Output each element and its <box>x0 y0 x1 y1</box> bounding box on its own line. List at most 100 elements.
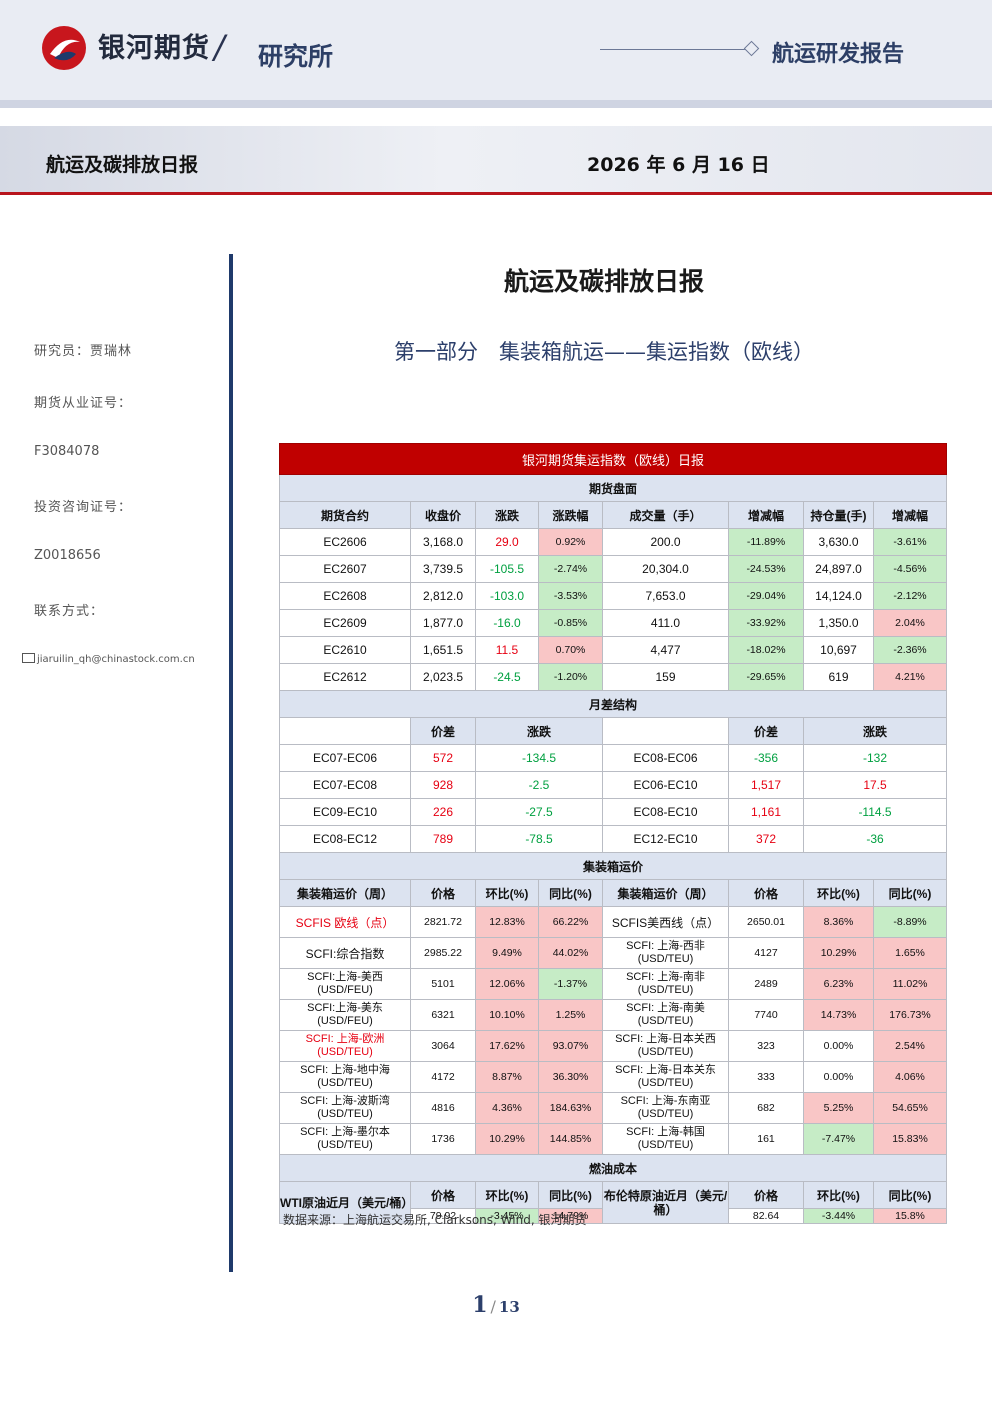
futures-cert-number: F3084078 <box>34 444 100 459</box>
header-divider <box>0 100 992 108</box>
spread-value: 928 <box>410 771 476 799</box>
email-text[interactable]: jiaruilin_qh@chinastock.com.cn <box>37 654 195 665</box>
table-row: EC08-EC12 789 -78.5 EC12-EC10 372 -36 <box>279 825 948 853</box>
col-header: 环比(%) <box>475 879 539 907</box>
researcher-name: 研究员：贾瑞林 <box>34 344 133 359</box>
close-price: 2,812.0 <box>410 582 476 610</box>
col-header: 涨跌 <box>475 501 539 529</box>
brent-label: 布伦特原油近月（美元/桶） <box>602 1181 729 1224</box>
band-report-title: 航运及碳排放日报 <box>46 154 199 176</box>
oi-change-pct: 4.21% <box>872 663 948 691</box>
contract-code: EC2609 <box>279 609 411 637</box>
route-yoy: 93.07% <box>538 1030 603 1062</box>
route-price: 333 <box>728 1061 804 1093</box>
col-header: 同比(%) <box>538 1181 603 1209</box>
spread-change: -134.5 <box>475 744 603 772</box>
price-change-pct: -3.53% <box>538 582 603 610</box>
route-yoy: -8.89% <box>872 906 948 938</box>
spread-change: -36 <box>802 825 948 853</box>
volume: 411.0 <box>602 609 729 637</box>
route-mom: 8.36% <box>803 906 874 938</box>
spread-name: EC07-EC08 <box>279 771 411 799</box>
contract-code: EC2608 <box>279 582 411 610</box>
brand-name: 银河期货 <box>98 33 210 64</box>
header-bar <box>0 0 992 100</box>
title-band <box>0 126 992 192</box>
brent-price: 82.64 <box>728 1208 804 1224</box>
contact-email[interactable]: jiaruilin_qh@chinastock.com.cn <box>22 653 195 665</box>
table-row: SCFI: 上海-欧洲 (USD/TEU) 3064 17.62% 93.07% … <box>279 1030 948 1062</box>
futures-cert-label: 期货从业证号： <box>34 396 133 411</box>
spread-value: 572 <box>410 744 476 772</box>
route-price: 161 <box>728 1123 804 1155</box>
current-page: 1 <box>472 1292 488 1318</box>
spread-change: -2.5 <box>475 771 603 799</box>
col-header: 同比(%) <box>872 1181 948 1209</box>
price-change-pct: 0.92% <box>538 528 603 556</box>
table-row: EC2608 2,812.0 -103.0 -3.53% 7,653.0 -29… <box>279 582 948 610</box>
route-name: SCFI: 上海-南美 (USD/TEU) <box>602 999 729 1031</box>
table-row: SCFI:上海-美东 (USD/FEU) 6321 10.10% 1.25% SC… <box>279 999 948 1031</box>
table-row: EC2612 2,023.5 -24.5 -1.20% 159 -29.65% … <box>279 663 948 691</box>
route-mom: 10.29% <box>475 1123 539 1155</box>
route-yoy: 2.54% <box>872 1030 948 1062</box>
route-line2: (USD/FEU) <box>317 1015 373 1027</box>
spread-value: 226 <box>410 798 476 826</box>
volume: 200.0 <box>602 528 729 556</box>
price-change: 11.5 <box>475 636 539 664</box>
oi-change-pct: 2.04% <box>872 609 948 637</box>
route-mom: 8.87% <box>475 1061 539 1093</box>
spread-name: EC08-EC12 <box>279 825 411 853</box>
route-yoy: 176.73% <box>872 999 948 1031</box>
route-line2: (USD/TEU) <box>637 1077 694 1089</box>
price-change-pct: -1.20% <box>538 663 603 691</box>
open-interest: 14,124.0 <box>803 582 874 610</box>
volume: 159 <box>602 663 729 691</box>
route-name: SCFI: 上海-地中海 (USD/TEU) <box>279 1061 411 1093</box>
table-row: EC2606 3,168.0 29.0 0.92% 200.0 -11.89% … <box>279 528 948 556</box>
spread-change: 17.5 <box>802 771 948 799</box>
col-header: 环比(%) <box>803 879 874 907</box>
table-row: EC09-EC10 226 -27.5 EC08-EC10 1,161 -114… <box>279 798 948 826</box>
spread-change: -27.5 <box>475 798 603 826</box>
price-change-pct: 0.70% <box>538 636 603 664</box>
contract-code: EC2606 <box>279 528 411 556</box>
spread-value: 1,517 <box>728 771 804 799</box>
route-line2: (USD/FEU) <box>317 984 373 996</box>
table-row: SCFI:上海-美西 (USD/FEU) 5101 12.06% -1.37% S… <box>279 968 948 1000</box>
blank-header <box>602 717 729 745</box>
section-fuel: 燃油成本 <box>278 1154 948 1182</box>
page-indicator: 1/13 <box>0 1292 992 1318</box>
volume-change-pct: -29.65% <box>728 663 804 691</box>
oi-change-pct: -3.61% <box>872 528 948 556</box>
volume: 7,653.0 <box>602 582 729 610</box>
price-change: -103.0 <box>475 582 539 610</box>
spread-name: EC08-EC10 <box>602 798 729 826</box>
col-header: 集装箱运价（周） <box>279 879 411 907</box>
blank-header <box>279 717 411 745</box>
route-name: SCFI: 上海-东南亚 (USD/TEU) <box>602 1092 729 1124</box>
wti-price: 79.92 <box>410 1208 476 1224</box>
route-yoy: 1.65% <box>872 937 948 969</box>
route-yoy: 15.83% <box>872 1123 948 1155</box>
route-line1: SCFI: 上海-南非 <box>626 971 705 983</box>
route-name: SCFI: 上海-墨尔本 (USD/TEU) <box>279 1123 411 1155</box>
route-mom: 9.49% <box>475 937 539 969</box>
route-line2: (USD/TEU) <box>317 1077 373 1089</box>
table-row: EC2607 3,739.5 -105.5 -2.74% 20,304.0 -2… <box>279 555 948 583</box>
route-line2: (USD/TEU) <box>317 1139 373 1151</box>
department-name: 研究所 <box>258 42 334 71</box>
route-mom: 10.29% <box>803 937 874 969</box>
table-row: EC07-EC08 928 -2.5 EC06-EC10 1,517 17.5 <box>279 771 948 799</box>
price-change: -105.5 <box>475 555 539 583</box>
invest-cert-number: Z0018656 <box>34 548 101 563</box>
route-price: 2985.22 <box>410 937 476 969</box>
price-change: -16.0 <box>475 609 539 637</box>
data-source-note: 数据来源：上海航运交易所, Clarksons, Wind, 银河期货 <box>283 1213 587 1227</box>
spread-name: EC08-EC06 <box>602 744 729 772</box>
route-price: 2489 <box>728 968 804 1000</box>
col-header: 价差 <box>410 717 476 745</box>
route-line1: SCFI: 上海-墨尔本 <box>300 1126 390 1138</box>
close-price: 1,877.0 <box>410 609 476 637</box>
volume-change-pct: -24.53% <box>728 555 804 583</box>
